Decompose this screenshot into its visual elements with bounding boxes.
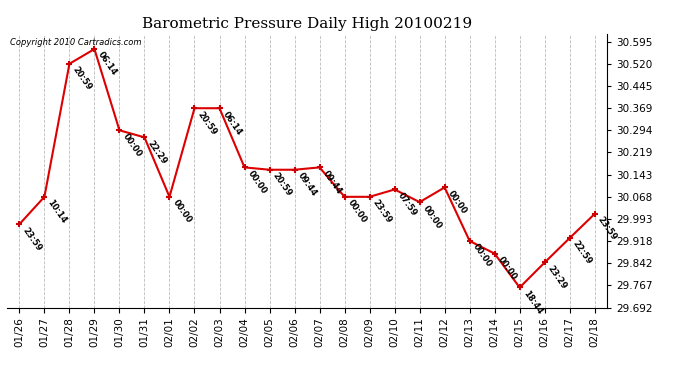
Text: 09:44: 09:44 (321, 169, 344, 196)
Text: 10:14: 10:14 (46, 198, 68, 225)
Text: 06:14: 06:14 (221, 110, 244, 136)
Text: 23:29: 23:29 (546, 264, 569, 291)
Text: 00:00: 00:00 (171, 198, 193, 225)
Title: Barometric Pressure Daily High 20100219: Barometric Pressure Daily High 20100219 (142, 17, 472, 31)
Text: 00:00: 00:00 (121, 132, 144, 159)
Text: 09:44: 09:44 (296, 171, 319, 198)
Text: 22:59: 22:59 (571, 239, 594, 267)
Text: 22:29: 22:29 (146, 139, 168, 166)
Text: Copyright 2010 Cartradics.com: Copyright 2010 Cartradics.com (10, 38, 141, 47)
Text: 18:44: 18:44 (521, 289, 544, 316)
Text: 20:59: 20:59 (71, 65, 93, 92)
Text: 23:59: 23:59 (371, 198, 393, 225)
Text: 00:00: 00:00 (496, 255, 518, 282)
Text: 00:00: 00:00 (471, 242, 493, 269)
Text: 20:59: 20:59 (196, 110, 219, 136)
Text: 00:00: 00:00 (346, 198, 368, 225)
Text: 00:00: 00:00 (446, 189, 469, 216)
Text: 07:59: 07:59 (396, 191, 419, 218)
Text: 00:00: 00:00 (421, 204, 444, 230)
Text: 23:59: 23:59 (21, 226, 43, 252)
Text: 06:14: 06:14 (96, 51, 119, 78)
Text: 00:00: 00:00 (246, 169, 268, 195)
Text: 23:59: 23:59 (596, 215, 619, 242)
Text: 20:59: 20:59 (271, 171, 293, 198)
